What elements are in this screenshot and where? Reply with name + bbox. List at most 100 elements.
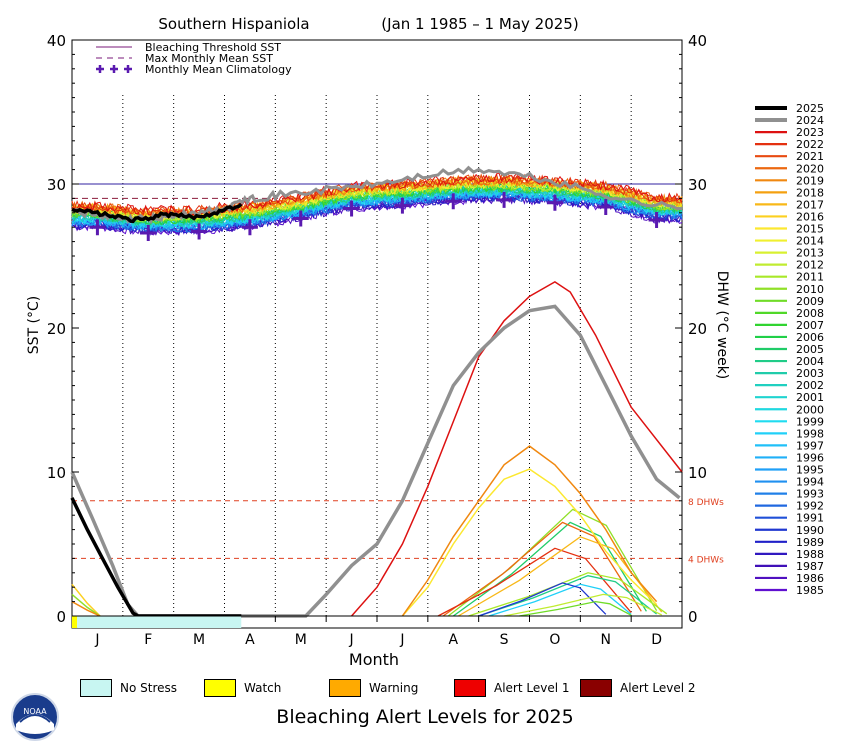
stress-bar-segment [77, 616, 242, 628]
year-legend-label: 2025 [796, 102, 824, 115]
dhw-year-line [437, 547, 632, 617]
dhw-threshold-label: 8 DHWs [688, 498, 724, 508]
year-legend-label: 2019 [796, 174, 824, 187]
x-tick-label: A [448, 632, 458, 648]
climatology-marker [546, 194, 563, 211]
year-legend-label: 2004 [796, 355, 824, 368]
y-tick-label-right: 40 [688, 32, 707, 50]
alert-legend-item: Alert Level 1 [454, 679, 570, 697]
legend-plus-marker [110, 65, 118, 73]
climatology-marker [292, 210, 309, 227]
year-legend-label: 2023 [796, 126, 824, 139]
y-tick-label-left: 30 [47, 176, 66, 194]
dhw-year-line [503, 593, 662, 617]
alert-legend-label: Alert Level 2 [620, 681, 696, 695]
dhw-year-line [447, 508, 658, 617]
year-legend-label: 1987 [796, 560, 824, 573]
year-legend-label: 1986 [796, 572, 824, 585]
year-legend-label: 2007 [796, 319, 824, 332]
year-legend-label: 1992 [796, 500, 824, 513]
x-axis-label: Month [349, 650, 399, 669]
year-legend-label: 1996 [796, 451, 824, 464]
dhw-year-line [478, 582, 607, 617]
year-legend-label: 2000 [796, 403, 824, 416]
x-tick-label: O [549, 632, 560, 648]
chart-title: Southern Hispaniola [158, 15, 309, 33]
y-tick-label-left: 10 [47, 464, 66, 482]
climatology-marker [394, 197, 411, 214]
sst-2024-line [71, 165, 682, 225]
chart-date-range: (Jan 1 1985 – 1 May 2025) [381, 15, 578, 33]
y-tick-label-right: 0 [688, 608, 698, 626]
climatology-marker [89, 219, 106, 236]
year-legend-label: 1993 [796, 488, 824, 501]
dhw-year-line [478, 575, 658, 617]
alert-legend-item: Alert Level 2 [580, 679, 696, 697]
year-legend-label: 1998 [796, 427, 824, 440]
x-tick-label: A [245, 632, 255, 648]
y-tick-label-right: 30 [688, 176, 707, 194]
year-legend-label: 2018 [796, 186, 824, 199]
year-legend-label: 1988 [796, 548, 824, 561]
year-legend-label: 1994 [796, 476, 824, 489]
alert-legend-swatch [580, 679, 612, 697]
footer-title: Bleaching Alert Levels for 2025 [276, 706, 574, 728]
sst-2025-line [71, 202, 243, 224]
year-legend-label: 1985 [796, 584, 824, 597]
legend-top-label: Monthly Mean Climatology [145, 63, 292, 76]
x-tick-label: M [295, 632, 307, 648]
year-legend-label: 2020 [796, 162, 824, 175]
year-legend-label: 2003 [796, 367, 824, 380]
y-axis-right-label: DHW (°C week) [714, 271, 730, 380]
dhw-2023-line [351, 281, 683, 617]
climatology-marker [648, 212, 665, 228]
x-tick-label: F [144, 632, 152, 648]
legend-top-label: Max Monthly Mean SST [145, 52, 273, 65]
y-tick-label-right: 10 [688, 464, 707, 482]
climatology-marker [496, 191, 513, 208]
alert-legend-label: Alert Level 1 [494, 681, 570, 695]
climatology-marker [597, 199, 614, 216]
alert-legend-swatch [454, 679, 486, 697]
year-legend-label: 2012 [796, 259, 824, 272]
legend-plus-marker [96, 65, 104, 73]
dhw-early-residual [71, 593, 101, 617]
y-tick-label-right: 20 [688, 320, 707, 338]
year-legend-label: 2016 [796, 210, 824, 223]
alert-legend-item: Warning [329, 679, 418, 697]
year-legend-label: 2001 [796, 391, 824, 404]
year-legend-label: 2010 [796, 283, 824, 296]
y-tick-label-left: 40 [47, 32, 66, 50]
year-legend-label: 2014 [796, 235, 824, 248]
legend-top-label: Bleaching Threshold SST [145, 41, 281, 54]
year-legend-label: 2009 [796, 295, 824, 308]
alert-legend-item: Watch [204, 679, 281, 697]
noaa-logo: NOAA [11, 693, 59, 741]
dhw-early-residual [71, 583, 101, 617]
alert-legend-label: Warning [369, 681, 419, 695]
alert-legend-label: Watch [244, 681, 282, 695]
year-legend-label: 2022 [796, 138, 824, 151]
year-legend-label: 1989 [796, 536, 824, 549]
x-tick-label: S [500, 632, 509, 648]
year-legend-label: 2011 [796, 271, 824, 284]
dhw-year-line [468, 572, 668, 617]
year-legend-label: 2021 [796, 150, 824, 163]
climatology-marker [191, 223, 208, 240]
alert-legend-label: No Stress [120, 681, 178, 695]
alert-legend-item: No Stress [80, 679, 177, 697]
y-axis-left-label: SST (°C) [26, 296, 42, 354]
climatology-marker [140, 224, 157, 241]
year-legend-label: 2002 [796, 379, 824, 392]
dhw-2015-line [401, 468, 658, 617]
year-legend-label: 2015 [796, 223, 824, 236]
stress-bar-segment [72, 616, 78, 628]
alert-legend-swatch [80, 679, 112, 697]
bleaching-chart: Southern Hispaniola (Jan 1 1985 – 1 May … [26, 15, 824, 669]
year-legend-label: 2017 [796, 198, 824, 211]
alert-legend-swatch [329, 679, 361, 697]
dhw-year-line [488, 583, 632, 617]
climatology-marker [241, 219, 258, 236]
x-tick-label: J [349, 632, 354, 648]
x-tick-label: J [399, 632, 404, 648]
